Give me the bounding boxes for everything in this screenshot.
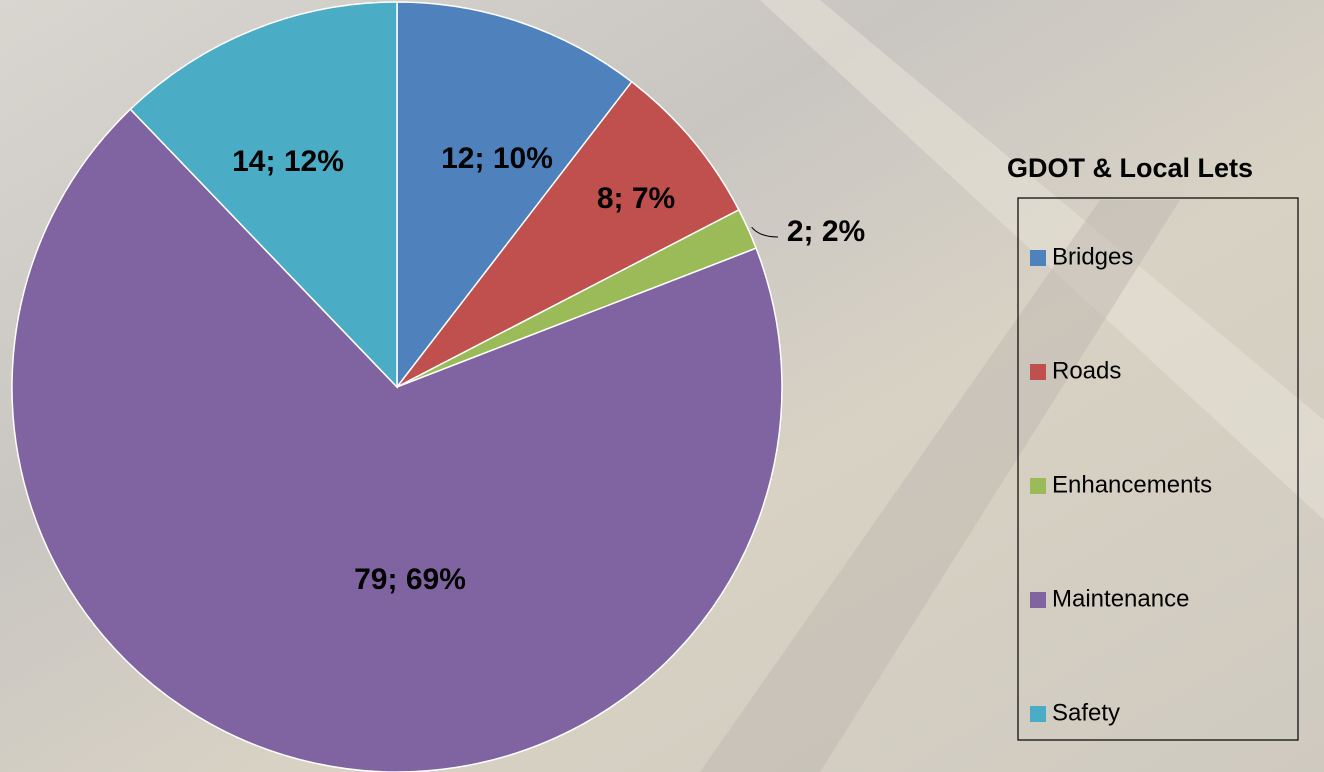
pie-slice bbox=[396, 1, 633, 390]
legend-box bbox=[1017, 197, 1299, 741]
legend-swatch bbox=[1030, 478, 1046, 494]
legend-swatch bbox=[1030, 250, 1046, 266]
legend-swatch bbox=[1030, 706, 1046, 722]
data-label: 8; 7% bbox=[597, 182, 675, 215]
chart-title: GDOT & Local Lets bbox=[1007, 153, 1253, 183]
data-label: 12; 10% bbox=[441, 142, 553, 175]
legend-label: Safety bbox=[1052, 699, 1120, 726]
leader-line bbox=[751, 226, 779, 238]
pie-slice bbox=[396, 80, 740, 388]
data-label: 79; 69% bbox=[354, 563, 466, 596]
legend-label: Enhancements bbox=[1052, 471, 1212, 498]
legend-label: Bridges bbox=[1052, 243, 1133, 270]
legend-swatch bbox=[1030, 592, 1046, 608]
legend-label: Roads bbox=[1052, 357, 1121, 384]
pie-slice bbox=[129, 1, 398, 389]
data-label: 14; 12% bbox=[232, 145, 344, 178]
pie-slice bbox=[11, 108, 783, 772]
data-label: 2; 2% bbox=[787, 215, 865, 248]
legend-label: Maintenance bbox=[1052, 585, 1189, 612]
background-road bbox=[700, 200, 1180, 772]
legend-swatch bbox=[1030, 364, 1046, 380]
